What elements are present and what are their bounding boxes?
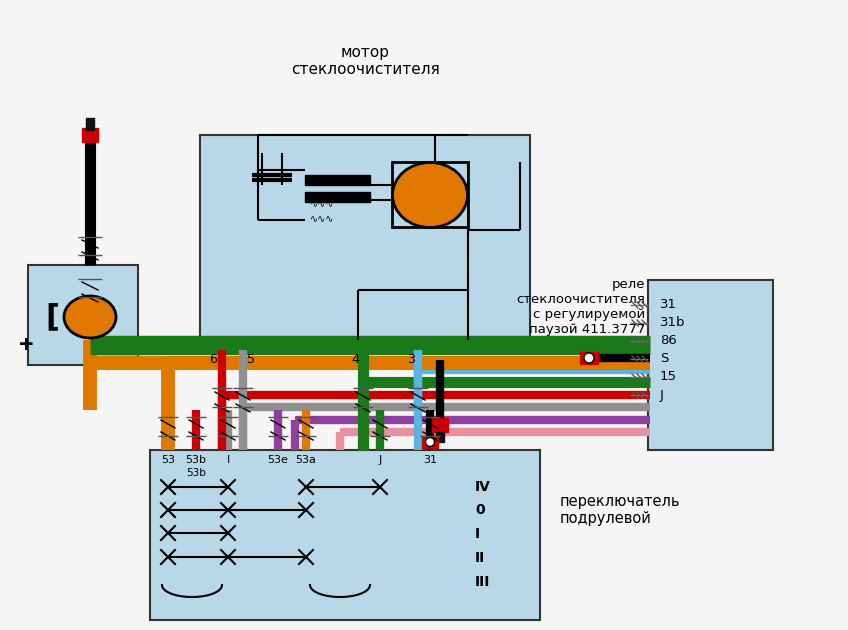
Text: 53a: 53a [296,455,316,465]
Bar [82,128,98,142]
Text: 4: 4 [351,353,359,366]
Text: 53e: 53e [268,455,288,465]
Text: реле
стеклоочистителя
с регулируемой
паузой 411.3777: реле стеклоочистителя с регулируемой пау… [516,278,645,336]
Text: I: I [475,527,480,541]
Bar [580,352,598,364]
Text: 53b: 53b [186,468,206,478]
Text: мотор
стеклоочистителя: мотор стеклоочистителя [291,45,439,77]
Text: [: [ [45,302,59,331]
Text: 53: 53 [161,455,175,465]
Text: S: S [660,353,668,365]
Bar [28,265,138,365]
Text: +: + [18,336,35,355]
Text: 31b: 31b [660,316,685,329]
Text: 0: 0 [475,503,484,517]
Text: 31: 31 [660,299,677,311]
Text: II: II [475,551,485,565]
Text: IV: IV [475,480,491,494]
Text: 3: 3 [407,353,415,366]
Ellipse shape [64,296,116,338]
Text: +: + [18,336,35,355]
Bar [305,175,370,185]
Text: 31: 31 [423,455,437,465]
Bar [648,280,773,450]
Text: I: I [226,455,230,465]
Text: ∿∿∿: ∿∿∿ [310,199,334,209]
Ellipse shape [393,163,467,227]
Text: 6: 6 [209,353,217,366]
Bar [305,192,370,202]
Bar [150,450,540,620]
Bar [392,162,468,227]
Bar [422,436,438,448]
Text: ∿∿∿: ∿∿∿ [310,214,334,224]
Text: 5: 5 [247,353,255,366]
Bar [436,432,444,442]
Bar [200,135,530,350]
Text: 53b: 53b [186,455,207,465]
Bar [432,418,448,432]
Text: III: III [475,575,490,589]
Ellipse shape [426,437,434,447]
Bar [86,118,94,130]
Text: J: J [378,455,382,465]
Text: 15: 15 [660,370,677,384]
Ellipse shape [584,353,594,363]
Text: переключатель
подрулевой: переключатель подрулевой [560,494,680,526]
Text: J: J [660,389,664,401]
Text: 86: 86 [660,335,677,348]
